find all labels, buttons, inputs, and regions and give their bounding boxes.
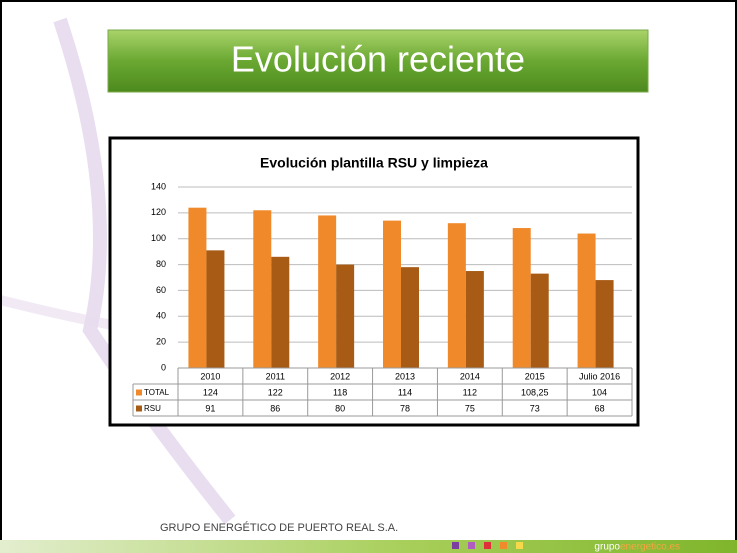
footer-strip bbox=[0, 540, 737, 553]
y-tick-label: 120 bbox=[151, 207, 166, 217]
legend-swatch bbox=[136, 405, 142, 412]
legend-label: RSU bbox=[144, 404, 161, 413]
bar bbox=[383, 220, 401, 368]
table-value: 104 bbox=[592, 387, 607, 397]
bar bbox=[577, 233, 596, 368]
x-tick-label: 2013 bbox=[395, 371, 415, 381]
bar bbox=[530, 273, 549, 368]
slide-title: Evolución reciente bbox=[231, 39, 525, 80]
table-value: 118 bbox=[333, 387, 347, 397]
bar bbox=[512, 228, 531, 368]
table-value: 114 bbox=[398, 387, 412, 397]
footer-square bbox=[500, 542, 507, 549]
table-value: 122 bbox=[268, 387, 283, 397]
y-tick-label: 0 bbox=[161, 362, 166, 372]
footer-brand-suffix: energetico.es bbox=[620, 542, 680, 553]
y-tick-label: 80 bbox=[156, 259, 166, 269]
footer-square bbox=[516, 542, 523, 549]
footer-company: GRUPO ENERGÉTICO DE PUERTO REAL S.A. bbox=[160, 521, 398, 534]
table-value: 80 bbox=[335, 403, 345, 413]
table-value: 91 bbox=[205, 403, 215, 413]
table-value: 112 bbox=[463, 387, 477, 397]
y-tick-label: 100 bbox=[151, 233, 166, 243]
y-tick-label: 40 bbox=[156, 311, 166, 321]
x-tick-label: 2015 bbox=[525, 371, 545, 381]
chart: 0 20 40 60 80 100 120 140 2010 2011 2012 2013 2014 20… bbox=[132, 181, 633, 417]
bar bbox=[253, 210, 272, 368]
table-value: 108,25 bbox=[521, 387, 549, 397]
x-tick-label: 2012 bbox=[330, 371, 350, 381]
bar bbox=[206, 250, 225, 368]
bar bbox=[336, 264, 355, 368]
footer-brand-prefix: grupo bbox=[594, 542, 620, 553]
bar bbox=[318, 215, 337, 368]
table-value: 124 bbox=[203, 387, 218, 397]
bar bbox=[188, 207, 207, 368]
y-tick-label: 60 bbox=[156, 285, 166, 295]
bar bbox=[401, 267, 419, 368]
bar bbox=[271, 256, 290, 368]
table-value: 86 bbox=[270, 403, 280, 413]
x-tick-label: 2011 bbox=[266, 371, 285, 381]
table-value: 68 bbox=[595, 403, 605, 413]
x-tick-label: Julio 2016 bbox=[579, 371, 620, 381]
footer-square bbox=[452, 542, 459, 549]
table-value: 73 bbox=[530, 403, 540, 413]
y-tick-label: 20 bbox=[156, 337, 166, 347]
decoration bbox=[53, 17, 236, 525]
bar bbox=[465, 271, 484, 368]
table-value: 75 bbox=[465, 403, 475, 413]
bar bbox=[447, 223, 466, 368]
footer-square bbox=[468, 542, 475, 549]
table-value: 78 bbox=[400, 403, 410, 413]
legend-label: TOTAL bbox=[144, 388, 170, 397]
title-banner bbox=[107, 29, 649, 93]
x-tick-label: 2014 bbox=[460, 371, 480, 381]
bar bbox=[595, 280, 614, 368]
footer-square bbox=[484, 542, 491, 549]
legend-swatch bbox=[136, 389, 142, 396]
y-tick-label: 140 bbox=[151, 181, 166, 191]
chart-title: Evolución plantilla RSU y limpieza bbox=[260, 155, 488, 171]
x-tick-label: 2010 bbox=[200, 371, 220, 381]
